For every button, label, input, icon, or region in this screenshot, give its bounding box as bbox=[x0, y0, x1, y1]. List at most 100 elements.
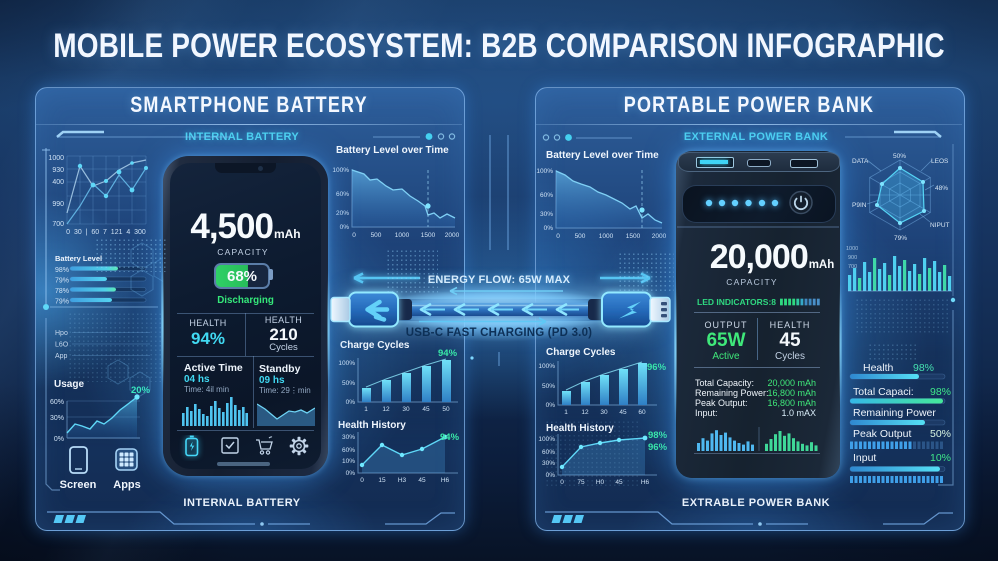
svg-text:Input: Input bbox=[853, 452, 876, 464]
svg-text:0%: 0% bbox=[346, 399, 356, 406]
svg-text:700: 700 bbox=[52, 221, 64, 228]
svg-text:45: 45 bbox=[422, 406, 430, 413]
svg-text:Charge Cycles: Charge Cycles bbox=[546, 347, 616, 358]
svg-text:1000: 1000 bbox=[48, 155, 64, 162]
svg-text:98%: 98% bbox=[648, 430, 668, 441]
svg-text:H0: H0 bbox=[596, 479, 605, 486]
svg-text:60%: 60% bbox=[336, 191, 349, 198]
svg-text:94%: 94% bbox=[440, 432, 460, 443]
svg-text:98%: 98% bbox=[930, 386, 951, 398]
svg-text:79%: 79% bbox=[55, 278, 69, 285]
svg-text:1: 1 bbox=[364, 406, 368, 413]
svg-text:Screen: Screen bbox=[60, 479, 97, 491]
svg-text:1000: 1000 bbox=[395, 232, 410, 239]
svg-text:50: 50 bbox=[442, 406, 450, 413]
svg-text:0: 0 bbox=[352, 232, 356, 239]
svg-text:Health History: Health History bbox=[546, 423, 614, 434]
svg-text:0 30 | 60 7 121 4 300: 0 30 | 60 7 121 4 300 bbox=[66, 229, 146, 236]
svg-text:20%: 20% bbox=[336, 210, 349, 217]
svg-text:60%: 60% bbox=[342, 447, 355, 454]
svg-text:75: 75 bbox=[577, 479, 585, 486]
svg-text:98%: 98% bbox=[913, 362, 934, 374]
svg-text:50%: 50% bbox=[342, 380, 355, 387]
svg-text:0%: 0% bbox=[340, 224, 350, 231]
svg-text:990: 990 bbox=[52, 201, 64, 208]
svg-text:Apps: Apps bbox=[113, 479, 141, 491]
svg-text:30%: 30% bbox=[542, 460, 555, 467]
svg-text:15: 15 bbox=[378, 477, 386, 484]
svg-text:100%: 100% bbox=[536, 168, 553, 175]
svg-text:79%: 79% bbox=[55, 299, 69, 306]
svg-text:400: 400 bbox=[52, 179, 64, 186]
svg-text:1: 1 bbox=[564, 409, 568, 416]
svg-text:50%: 50% bbox=[893, 153, 906, 160]
svg-text:Health History: Health History bbox=[338, 420, 406, 431]
svg-text:1000: 1000 bbox=[599, 233, 614, 240]
svg-text:50%: 50% bbox=[542, 383, 555, 390]
svg-text:Battery Level over Time: Battery Level over Time bbox=[546, 150, 659, 161]
svg-text:Total Capaci:: Total Capaci: bbox=[853, 386, 914, 398]
svg-text:98%: 98% bbox=[55, 267, 69, 274]
svg-text:Usage: Usage bbox=[54, 379, 84, 390]
svg-text:NIPUT: NIPUT bbox=[930, 222, 950, 229]
svg-text:930: 930 bbox=[52, 167, 64, 174]
svg-text:45: 45 bbox=[418, 477, 426, 484]
svg-text:30: 30 bbox=[600, 409, 608, 416]
svg-text:60%: 60% bbox=[540, 192, 553, 199]
svg-text:94%: 94% bbox=[438, 348, 458, 359]
svg-text:60: 60 bbox=[638, 409, 646, 416]
svg-text:H3: H3 bbox=[398, 477, 407, 484]
svg-text:20%: 20% bbox=[131, 385, 151, 396]
svg-text:500: 500 bbox=[575, 233, 586, 240]
svg-text:96%: 96% bbox=[648, 442, 668, 453]
svg-text:700: 700 bbox=[848, 264, 857, 270]
svg-text:0%: 0% bbox=[54, 436, 64, 443]
svg-text:45: 45 bbox=[615, 479, 623, 486]
svg-text:100%: 100% bbox=[338, 360, 355, 367]
svg-text:Battery Level: Battery Level bbox=[55, 254, 102, 263]
svg-text:10%: 10% bbox=[930, 452, 951, 464]
svg-text:2000: 2000 bbox=[652, 233, 667, 240]
svg-text:0: 0 bbox=[560, 479, 564, 486]
svg-text:30%: 30% bbox=[342, 434, 355, 441]
svg-text:500: 500 bbox=[371, 232, 382, 239]
svg-text:12: 12 bbox=[581, 409, 589, 416]
svg-text:10%: 10% bbox=[342, 458, 355, 465]
svg-text:Health: Health bbox=[863, 362, 894, 374]
svg-text:48%: 48% bbox=[935, 185, 948, 192]
svg-text:30%: 30% bbox=[540, 211, 553, 218]
svg-text:100%: 100% bbox=[538, 363, 555, 370]
svg-text:Remaining Power: Remaining Power bbox=[853, 407, 936, 419]
svg-text:45: 45 bbox=[619, 409, 627, 416]
svg-text:0%: 0% bbox=[544, 225, 554, 232]
svg-text:Hpo: Hpo bbox=[55, 330, 68, 337]
svg-text:P9IN: P9IN bbox=[852, 202, 867, 209]
svg-text:60%: 60% bbox=[50, 399, 64, 406]
svg-text:96%: 96% bbox=[647, 362, 667, 373]
svg-text:App: App bbox=[55, 353, 68, 360]
svg-text:100%: 100% bbox=[538, 436, 555, 443]
svg-text:H6: H6 bbox=[641, 479, 650, 486]
svg-text:900: 900 bbox=[848, 255, 857, 261]
svg-text:12: 12 bbox=[382, 406, 390, 413]
svg-text:L6O: L6O bbox=[55, 342, 69, 349]
svg-text:1500: 1500 bbox=[421, 232, 436, 239]
svg-text:0%: 0% bbox=[546, 472, 556, 479]
svg-text:0: 0 bbox=[360, 477, 364, 484]
svg-text:Peak Output: Peak Output bbox=[853, 428, 911, 440]
svg-text:DATA: DATA bbox=[852, 158, 869, 165]
svg-text:0%: 0% bbox=[546, 402, 556, 409]
svg-text:30: 30 bbox=[402, 406, 410, 413]
svg-text:100%: 100% bbox=[332, 167, 349, 174]
svg-text:30%: 30% bbox=[50, 415, 64, 422]
svg-text:60%: 60% bbox=[542, 449, 555, 456]
svg-text:0%: 0% bbox=[346, 470, 356, 477]
svg-text:LEOS: LEOS bbox=[931, 158, 949, 165]
svg-text:1500: 1500 bbox=[626, 233, 641, 240]
svg-text:78%: 78% bbox=[55, 288, 69, 295]
svg-text:79%: 79% bbox=[894, 235, 907, 242]
svg-text:Battery Level over Time: Battery Level over Time bbox=[336, 145, 449, 156]
svg-text:50%: 50% bbox=[930, 428, 951, 440]
svg-text:2000: 2000 bbox=[445, 232, 460, 239]
svg-text:H6: H6 bbox=[441, 477, 450, 484]
